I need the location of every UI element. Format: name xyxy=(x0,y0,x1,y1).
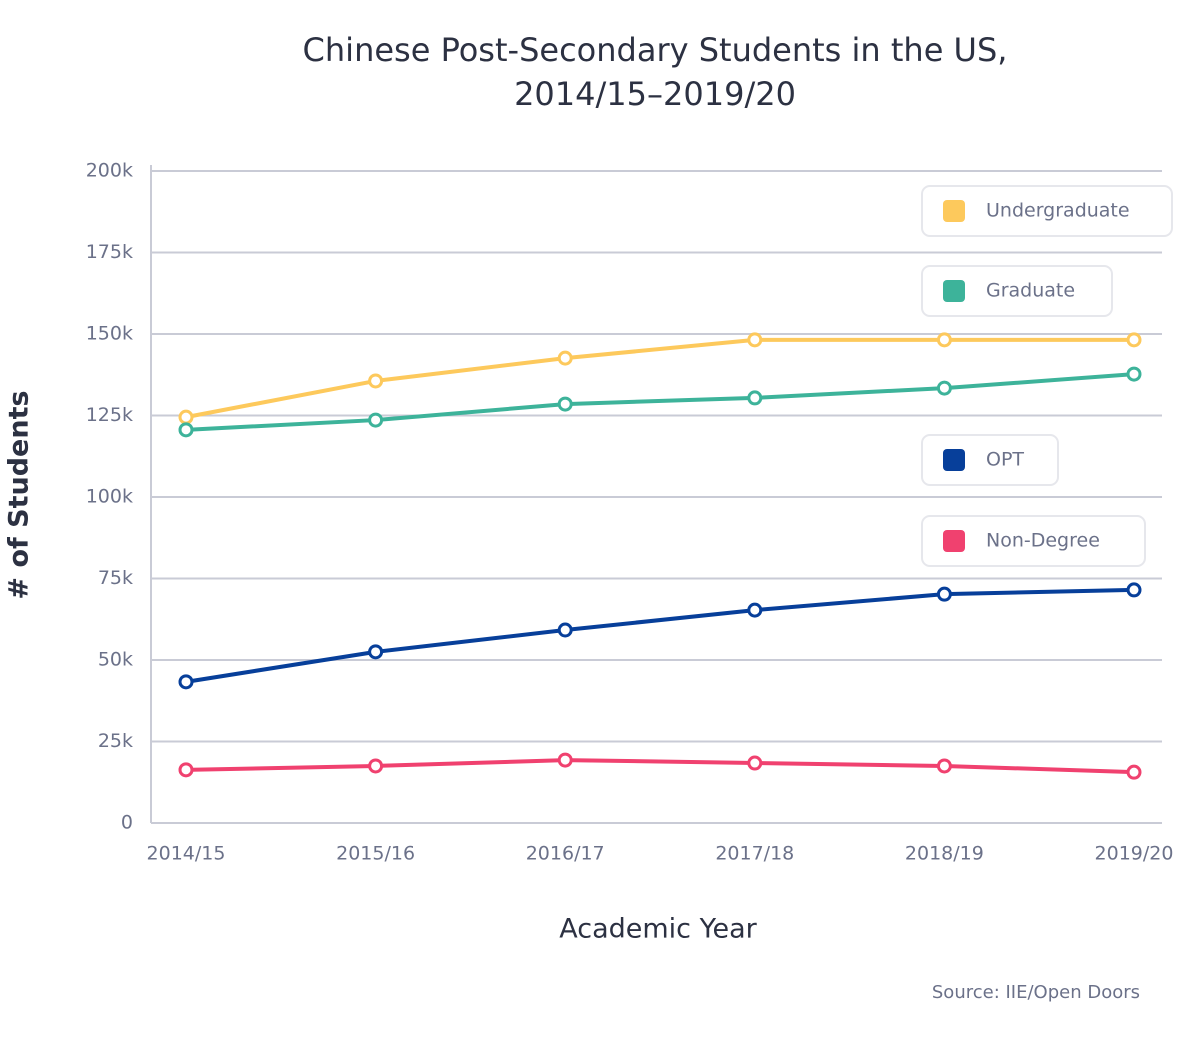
chart-title: 2014/15–2019/20 xyxy=(514,75,796,113)
data-point xyxy=(1126,582,1142,598)
data-point xyxy=(747,755,763,771)
y-tick-label: 0 xyxy=(121,812,133,834)
x-tick-label: 2014/15 xyxy=(147,843,226,865)
data-point xyxy=(178,762,194,778)
legend-box xyxy=(921,515,1146,567)
x-axis-label: Academic Year xyxy=(559,914,757,945)
legend-item: Graduate xyxy=(921,265,1113,317)
data-point xyxy=(178,422,194,438)
data-point xyxy=(747,332,763,348)
y-tick-label: 25k xyxy=(98,730,133,752)
data-point xyxy=(368,758,384,774)
legend-item: Undergraduate xyxy=(921,185,1173,237)
data-point xyxy=(1126,332,1142,348)
data-point xyxy=(557,622,573,638)
y-tick-label: 175k xyxy=(86,241,133,263)
data-point xyxy=(368,644,384,660)
data-point xyxy=(747,390,763,406)
series-line xyxy=(185,372,1135,432)
y-tick-label: 200k xyxy=(86,160,133,182)
legend-swatch xyxy=(943,530,965,552)
data-point xyxy=(936,586,952,602)
data-point xyxy=(178,409,194,425)
chart-title: Chinese Post-Secondary Students in the U… xyxy=(303,31,1008,69)
legend-item: Non-Degree xyxy=(921,515,1146,567)
x-tick-label: 2017/18 xyxy=(715,843,794,865)
x-tick-label: 2016/17 xyxy=(526,843,605,865)
data-point xyxy=(1126,764,1142,780)
y-tick-label: 125k xyxy=(86,404,133,426)
data-point xyxy=(1126,366,1142,382)
series-line xyxy=(185,337,1134,420)
legend-label: Graduate xyxy=(986,280,1075,302)
legend-box xyxy=(921,185,1173,237)
source-note: Source: IIE/Open Doors xyxy=(932,982,1140,1003)
data-point xyxy=(557,350,573,366)
x-tick-label: 2015/16 xyxy=(336,843,415,865)
legend-swatch xyxy=(943,449,965,471)
data-point xyxy=(936,332,952,348)
data-point xyxy=(936,758,952,774)
legend-swatch xyxy=(943,280,965,302)
y-tick-label: 100k xyxy=(86,486,133,508)
legend-label: Non-Degree xyxy=(986,530,1100,552)
legend-label: Undergraduate xyxy=(986,200,1130,222)
y-tick-label: 75k xyxy=(98,567,133,589)
y-axis-label: # of Students xyxy=(4,390,35,599)
data-point xyxy=(936,380,952,396)
data-point xyxy=(368,373,384,389)
data-point xyxy=(368,412,384,428)
series-line xyxy=(185,587,1135,684)
x-tick-label: 2018/19 xyxy=(905,843,984,865)
x-tick-label: 2019/20 xyxy=(1095,843,1174,865)
y-tick-label: 150k xyxy=(86,323,133,345)
legend-box xyxy=(921,434,1059,486)
data-point xyxy=(557,752,573,768)
legend-box xyxy=(921,265,1113,317)
data-point xyxy=(178,674,194,690)
legend-swatch xyxy=(943,200,965,222)
legend-item: OPT xyxy=(921,434,1059,486)
y-tick-label: 50k xyxy=(98,649,133,671)
series-line xyxy=(185,758,1135,775)
data-point xyxy=(747,602,763,618)
legend-label: OPT xyxy=(986,449,1024,471)
data-point xyxy=(557,396,573,412)
